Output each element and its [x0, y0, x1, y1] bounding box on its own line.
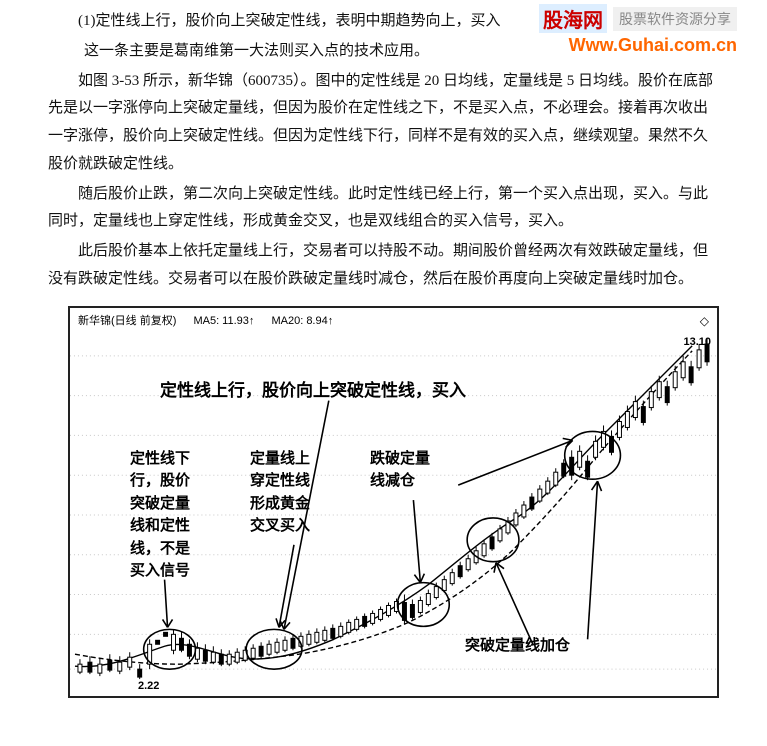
annot-main: 定性线上行，股价向上突破定性线，买入	[160, 378, 466, 404]
annot-3-l1: 跌破定量	[370, 448, 430, 471]
annot-1-l4: 线和定性	[130, 515, 190, 538]
price-high: 13.10	[683, 336, 711, 348]
annot-1-l6: 买入信号	[130, 560, 190, 583]
annot-2-l2: 穿定性线	[250, 470, 310, 493]
annot-3-l2: 线减仓	[370, 470, 430, 493]
watermark-url: Www.Guhai.com.cn	[539, 35, 737, 56]
annot-2-l1: 定量线上	[250, 448, 310, 471]
annot-4: 突破定量线加仓	[465, 635, 570, 658]
annot-2-l3: 形成黄金	[250, 493, 310, 516]
annot-1-l2: 行，股价	[130, 470, 190, 493]
watermark-subtitle: 股票软件资源分享	[613, 7, 737, 31]
stock-chart: 新华锦(日线 前复权) MA5: 11.93↑ MA20: 8.94↑ ◇	[68, 306, 719, 698]
annot-1-l1: 定性线下	[130, 448, 190, 471]
watermark-logo: 股海网	[539, 4, 607, 33]
paragraph-3: 随后股价止跌，第二次向上突破定性线。此时定性线已经上行，第一个买入点出现，买入。…	[48, 181, 719, 237]
watermark: 股海网 股票软件资源分享 Www.Guhai.com.cn	[539, 4, 737, 56]
annot-2-l4: 交叉买入	[250, 515, 310, 538]
annot-3: 跌破定量 线减仓	[370, 448, 430, 493]
annot-1: 定性线下 行，股价 突破定量 线和定性 线，不是 买入信号	[130, 448, 190, 583]
annot-2: 定量线上 穿定性线 形成黄金 交叉买入	[250, 448, 310, 538]
paragraph-4: 此后股价基本上依托定量线上行，交易者可以持股不动。期间股价曾经两次有效跌破定量线…	[48, 238, 719, 294]
annot-1-l5: 线，不是	[130, 538, 190, 561]
annot-1-l3: 突破定量	[130, 493, 190, 516]
price-low: 2.22	[138, 680, 159, 692]
paragraph-2: 如图 3-53 所示，新华锦（600735）。图中的定性线是 20 日均线，定量…	[48, 68, 719, 179]
